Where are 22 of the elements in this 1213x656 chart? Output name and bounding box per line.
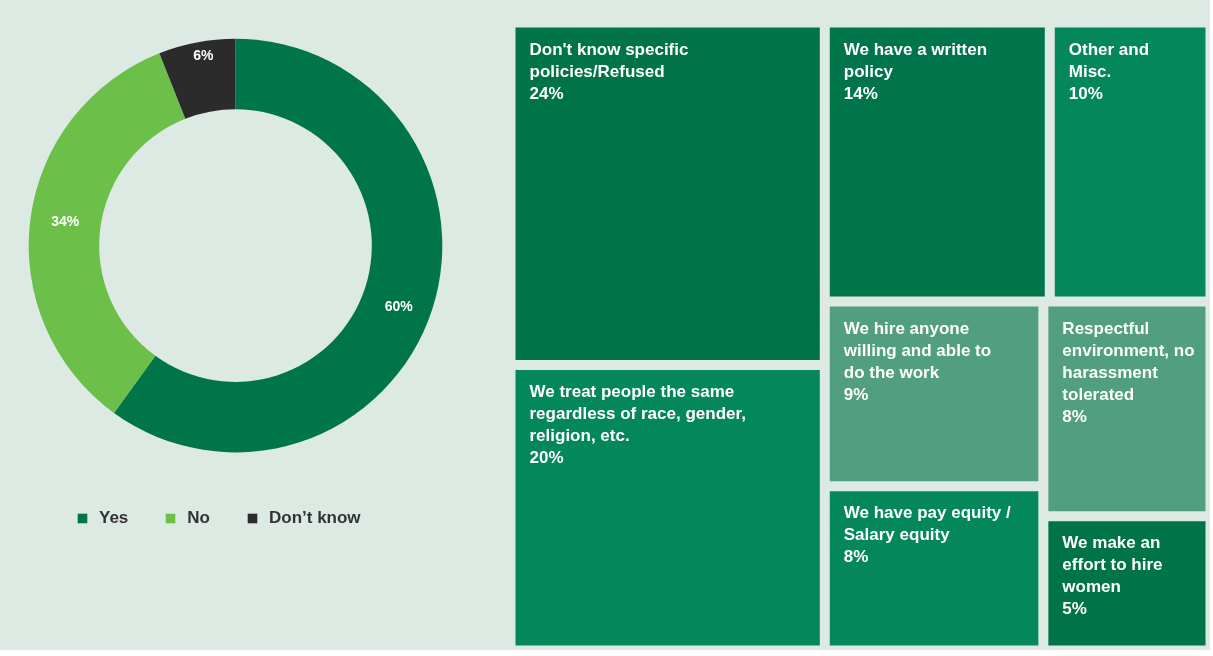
data-label: 9% bbox=[843, 384, 869, 404]
data-label: 24% bbox=[529, 83, 564, 103]
data-label: 60% bbox=[384, 297, 414, 314]
category-label: Respectful environment, no harassment tolerated bbox=[1062, 318, 1195, 404]
legend-label: No bbox=[187, 508, 210, 528]
data-label: 8% bbox=[1062, 406, 1087, 426]
data-label: 14% bbox=[843, 83, 878, 103]
category-label: We treat people the same regardless of race, gender, religion, etc. bbox=[529, 382, 746, 446]
data-label: 6% bbox=[193, 46, 215, 63]
legend-label: Yes bbox=[99, 508, 129, 528]
category-label: Other and Misc. bbox=[1068, 39, 1150, 81]
category-label: We have pay equity / Salary equity bbox=[843, 503, 1011, 545]
category-label: We hire anyone willing and able to do the work bbox=[842, 318, 992, 382]
data-label: 5% bbox=[1062, 599, 1087, 619]
legend-label: Don’t know bbox=[268, 508, 361, 528]
data-label: 8% bbox=[843, 547, 869, 567]
category-label: Don't know specific policies/Refused bbox=[529, 39, 689, 81]
data-label: 10% bbox=[1068, 83, 1103, 103]
data-label: 34% bbox=[51, 213, 80, 230]
category-label: We make an effort to hire women bbox=[1061, 533, 1163, 597]
data-label: 20% bbox=[529, 448, 564, 468]
category-label: We have a written policy bbox=[843, 39, 988, 81]
